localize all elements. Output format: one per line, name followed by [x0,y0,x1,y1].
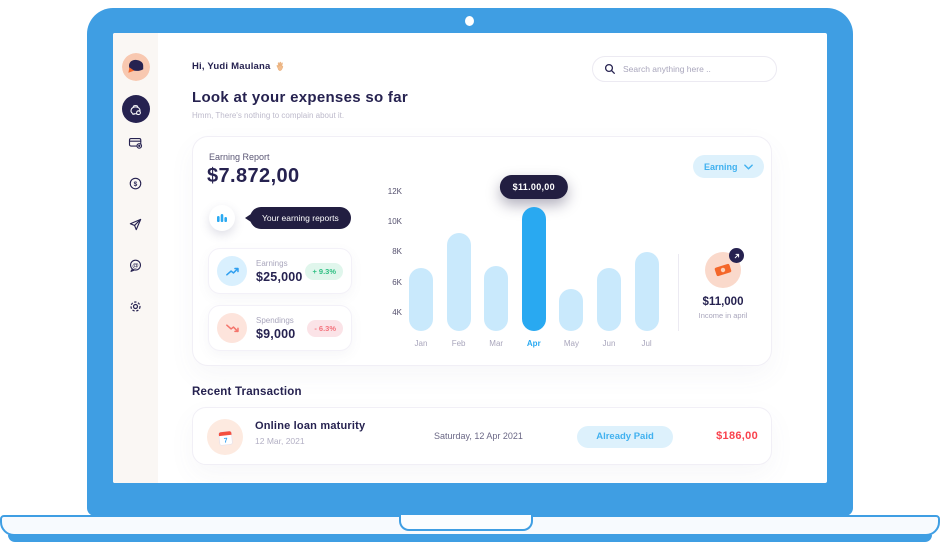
earning-reports-button[interactable] [209,205,235,231]
laptop-screen: $ @ [87,8,853,516]
piggy-bank-icon [130,104,141,115]
chart-bar-jun[interactable] [597,267,621,331]
report-label: Earning Report [209,152,270,162]
spendings-label: Spendings [256,315,294,325]
trend-down-icon [217,313,247,343]
topbar: Hi, Yudi Maulana Search anything here .. [192,56,777,82]
page-subtitle: Hmm, There's nothing to complain about i… [192,111,345,120]
earnings-card[interactable]: Earnings $25,000 + 9.3% [208,248,352,294]
sidebar: $ @ [113,33,158,483]
x-axis-label: Mar [489,339,504,348]
y-axis-tick: 4K [392,307,402,317]
laptop-notch [399,515,533,531]
chart-bar-mar[interactable] [484,266,509,331]
arrow-up-right-icon [734,253,739,258]
svg-text:$: $ [134,181,138,188]
svg-text:@: @ [132,263,139,270]
status-badge: Already Paid [577,426,673,448]
income-value: $11,000 [702,296,744,308]
x-axis-label: Feb [451,339,466,348]
greeting: Hi, Yudi Maulana [192,56,286,72]
earnings-change-badge: + 9.3% [305,262,343,280]
calendar-icon: 7 [207,419,243,455]
sidebar-item-send[interactable] [128,217,143,237]
money-icon [705,248,744,288]
bar-chart: $11.00,00 12K 10K 8K 6K 4K Jan Feb Mar Apr May Jun… [378,173,678,353]
sidebar-item-settings[interactable] [128,299,143,319]
filter-label: Earning [704,161,738,172]
y-axis-tick: 8K [392,247,402,257]
chart-bar-jul[interactable] [634,252,659,331]
income-caption: Income in april [698,311,748,320]
avatar[interactable] [121,53,150,81]
transaction-date: 12 Mar, 2021 [255,436,305,446]
bar-chart-icon [217,214,227,222]
card-icon [128,137,143,149]
y-axis-tick: 10K [387,217,402,227]
earnings-label: Earnings [256,258,288,268]
transactions-heading: Recent Transaction [192,386,302,398]
transaction-info: Online loan maturity 12 Mar, 2021 [255,420,365,446]
trend-up-icon [217,256,247,286]
chart-bar-may[interactable] [559,288,584,331]
report-total: $7.872,00 [207,165,300,187]
transaction-row[interactable]: 7 Online loan maturity 12 Mar, 2021 Satu… [192,407,772,465]
chat-at-icon: @ [129,259,142,272]
earning-filter-dropdown[interactable]: Earning [693,155,764,178]
spendings-change-badge: - 6.3% [307,319,343,337]
send-icon [129,218,142,231]
chart-tooltip: $11.00,00 [499,175,568,199]
x-axis-label: Apr [526,339,541,348]
greeting-text: Hi, Yudi Maulana [192,61,271,72]
x-axis-label: Jun [602,339,616,348]
main-content: Hi, Yudi Maulana Search anything here .. [158,33,827,483]
earning-reports-tooltip: Your earning reports [245,207,351,229]
svg-text:7: 7 [223,437,228,444]
sidebar-item-messages[interactable]: @ [128,258,143,278]
sidebar-item-savings[interactable] [121,95,150,123]
earning-report-card: Earning Report $7.872,00 Your earning re… [192,136,772,366]
avatar-image [121,53,150,81]
transaction-amount: $186,00 [716,430,758,442]
transaction-title: Online loan maturity [255,420,366,432]
waving-hand-icon [276,61,283,71]
y-axis-tick: 12K [387,187,402,196]
income-summary: $11,000 Income in april [681,248,765,320]
x-axis-label: May [563,339,579,348]
chart-bar-apr[interactable] [521,207,546,331]
gear-icon [130,301,141,312]
app-window: $ @ [113,33,827,483]
search-input[interactable]: Search anything here .. [592,56,777,82]
transaction-due-date: Saturday, 12 Apr 2021 [434,431,523,441]
income-growth-badge[interactable] [729,248,744,263]
page-title: Look at your expenses so far [192,89,408,106]
x-axis-label: Jan [414,339,428,348]
sidebar-item-transactions[interactable] [128,135,143,155]
spendings-value: $9,000 [256,326,296,341]
search-placeholder: Search anything here .. [623,64,711,74]
chart-bar-jan[interactable] [409,267,433,331]
camera-dot [465,16,474,26]
laptop-bottom-strip [8,535,932,542]
divider [678,254,679,331]
chart-bar-feb[interactable] [446,232,471,331]
chevron-down-icon [743,163,753,170]
earnings-value: $25,000 [256,269,303,284]
y-axis-tick: 6K [392,277,402,287]
x-axis-label: Jul [641,339,652,348]
search-icon [604,63,615,74]
spendings-card[interactable]: Spendings $9,000 - 6.3% [208,305,352,351]
sidebar-item-money[interactable]: $ [128,176,143,196]
dollar-coin-icon: $ [129,177,142,190]
